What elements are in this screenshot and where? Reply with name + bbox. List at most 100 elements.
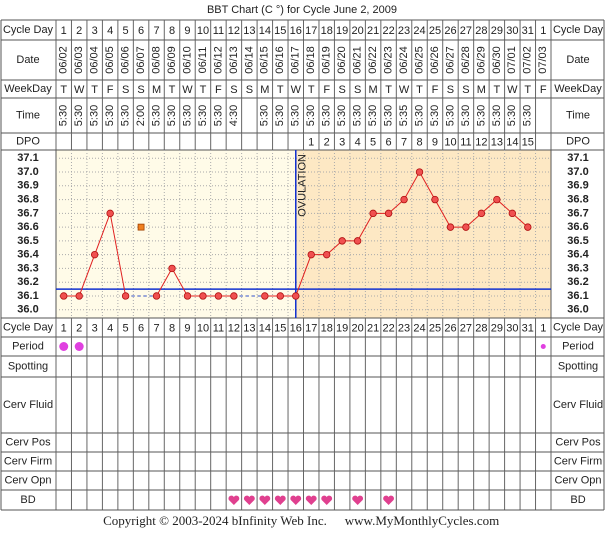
row-label: Cycle Day (553, 24, 604, 36)
time: 5:30 (181, 105, 193, 126)
dpo: 12 (475, 136, 487, 148)
dpo: 1 (308, 136, 314, 148)
weekday: S (246, 84, 253, 96)
y-tick-label: 37.0 (17, 166, 38, 178)
y-tick-label: 36.3 (567, 262, 588, 274)
temp-point (168, 264, 176, 273)
cycle-day: 27 (460, 322, 472, 334)
bd-heart (228, 495, 240, 505)
date: 06/19 (321, 46, 333, 74)
weekday: T (277, 84, 284, 96)
cycle-day: 31 (522, 322, 534, 334)
row-label: Cerv Pos (555, 436, 601, 448)
cycle-day: 25 (429, 322, 441, 334)
temp-point (415, 168, 424, 176)
time: 5:30 (382, 105, 394, 126)
cycle-day: 11 (213, 322, 224, 334)
time: 4:30 (228, 105, 240, 126)
cycle-day: 10 (197, 25, 209, 37)
temp-point (60, 292, 68, 300)
y-tick-label: 36.8 (567, 193, 588, 205)
weekday: W (182, 84, 193, 96)
date: 06/27 (444, 46, 456, 74)
date: 06/05 (104, 46, 116, 74)
temp-point (307, 250, 315, 259)
temp-point (106, 209, 114, 218)
cycle-day: 12 (228, 25, 240, 37)
date: 07/03 (537, 46, 549, 74)
dpo: 9 (432, 136, 438, 148)
cycle-day: 1 (61, 25, 67, 37)
date: 06/21 (352, 46, 364, 74)
cycle-day: 27 (460, 25, 472, 37)
time: 5:30 (104, 105, 116, 126)
time: 5:30 (73, 105, 85, 126)
cycle-day: 5 (123, 25, 129, 37)
cycle-day: 23 (398, 25, 410, 37)
cycle-day: 11 (213, 25, 224, 37)
weekday: T (60, 84, 67, 96)
row-label: Cycle Day (3, 321, 54, 333)
weekday: S (137, 84, 144, 96)
cycle-day: 15 (274, 25, 286, 37)
date: 06/17 (290, 46, 302, 74)
cycle-day: 1 (540, 25, 546, 37)
row-label: Cycle Day (553, 321, 604, 333)
dpo: 14 (506, 136, 518, 148)
y-tick-label: 36.0 (567, 304, 588, 316)
dpo: 15 (522, 136, 534, 148)
weekday: T (493, 84, 500, 96)
y-tick-label: 36.9 (17, 180, 38, 192)
date: 06/02 (58, 46, 70, 74)
pre-ovulation-bg (56, 150, 296, 318)
temp-point (75, 292, 83, 300)
cycle-day: 4 (107, 322, 113, 334)
cycle-day: 9 (184, 25, 190, 37)
date: 06/04 (89, 46, 101, 74)
time: 5:30 (367, 105, 379, 126)
row-label: Cerv Fluid (553, 399, 603, 411)
ovulation-label: OVULATION (297, 154, 309, 217)
time: 5:30 (150, 105, 162, 126)
weekday: F (215, 84, 222, 96)
bd-heart (383, 495, 394, 505)
weekday: W (507, 84, 518, 96)
y-tick-label: 36.2 (17, 276, 38, 288)
temp-point (353, 237, 362, 245)
y-tick-label: 36.8 (17, 193, 38, 205)
row-label: BD (570, 494, 585, 506)
y-tick-label: 36.1 (17, 290, 38, 302)
cycle-day: 14 (259, 25, 271, 37)
cycle-day: 21 (367, 25, 379, 37)
cycle-day: 10 (197, 322, 209, 334)
cycle-day: 29 (491, 322, 503, 334)
time: 5:30 (413, 105, 425, 126)
cycle-day: 1 (540, 322, 546, 334)
cycle-day: 8 (169, 25, 175, 37)
cycle-day: 20 (352, 322, 364, 334)
row-label: WeekDay (554, 83, 602, 95)
weekday: S (122, 84, 129, 96)
cycle-day: 22 (382, 25, 394, 37)
cycle-day: 24 (413, 25, 425, 37)
time: 5:30 (58, 105, 70, 126)
dpo: 3 (339, 136, 345, 148)
cycle-day: 6 (138, 322, 144, 334)
bd-heart (352, 495, 364, 505)
weekday: S (447, 84, 454, 96)
date: 06/24 (398, 46, 410, 74)
time: 5:30 (429, 105, 441, 126)
cycle-day: 26 (444, 25, 456, 37)
cycle-day: 14 (259, 322, 271, 334)
time: 5:30 (522, 105, 534, 126)
y-tick-label: 36.7 (17, 207, 38, 219)
y-tick-label: 36.5 (17, 235, 38, 247)
time: 5:30 (290, 105, 302, 126)
weekday: F (432, 84, 439, 96)
date: 07/01 (506, 46, 518, 74)
weekday: S (462, 84, 469, 96)
date: 06/20 (336, 46, 348, 74)
time: 5:30 (321, 105, 333, 126)
temp-point (121, 292, 130, 300)
